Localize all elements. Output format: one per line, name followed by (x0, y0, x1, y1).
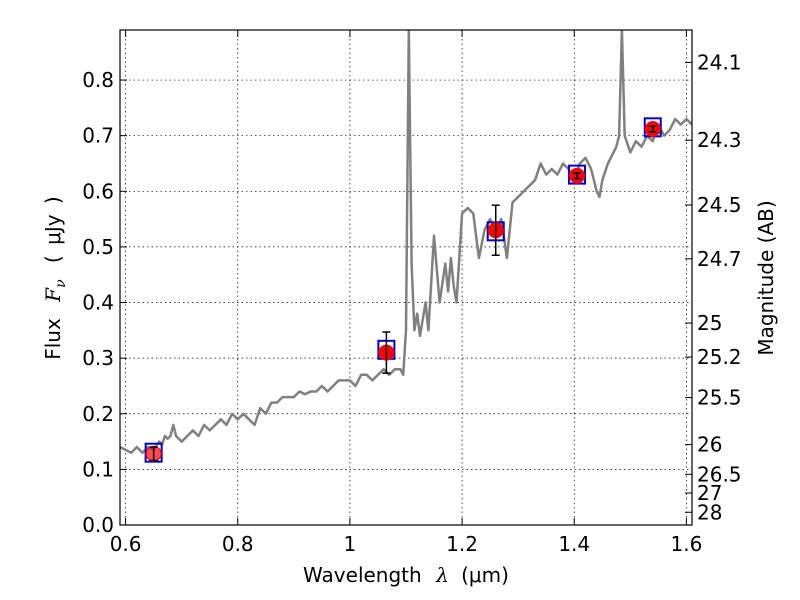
x-axis-title: Wavelength λ (μm) (303, 563, 509, 587)
x-tick-label: 1.2 (446, 532, 478, 556)
y2-tick-label: 26 (697, 433, 722, 457)
y-tick-label: 0.3 (82, 346, 114, 370)
model-spectrum-line (120, 30, 692, 454)
y2-tick-label: 24.3 (697, 128, 742, 152)
observed-photometry-point (378, 331, 395, 374)
y2-tick-label: 24.7 (697, 247, 742, 271)
plot-frame (119, 29, 693, 526)
photometry-layer (144, 117, 662, 463)
x-tick-label: 1 (344, 532, 357, 556)
x-tick-label: 0.6 (110, 532, 142, 556)
y2-tick-label: 28 (697, 500, 722, 524)
y2-tick-label: 27 (697, 481, 722, 505)
y-tick-label: 0.7 (82, 124, 114, 148)
observed-photometry-point (569, 167, 586, 184)
x-tick-label: 0.8 (222, 532, 254, 556)
y2-tick-label: 24.5 (697, 193, 742, 217)
x-tick-label: 1.6 (670, 532, 702, 556)
observed-photometry-point (145, 445, 162, 462)
model-spectrum-layer (120, 30, 692, 454)
y2-tick-label: 26.5 (697, 462, 742, 486)
y-tick-label: 0.6 (82, 179, 114, 203)
y-tick-label: 0.5 (82, 235, 114, 259)
observed-photometry-point (487, 204, 504, 257)
y-axis-title: Flux Fν ( μJy ) (41, 196, 70, 360)
axis-ticks: 0.6 0.8 1 1.2 1.4 1.6 0.0 0.1 0.2 0.3 0.4 0.5 0.6 0.7… (82, 30, 742, 556)
y-tick-label: 0.0 (82, 513, 114, 537)
observed-photometry-point (644, 121, 661, 137)
y2-tick-label: 25.5 (697, 386, 742, 410)
y-tick-label: 0.4 (82, 291, 114, 315)
y-tick-label: 0.1 (82, 457, 114, 481)
y-tick-label: 0.2 (82, 402, 114, 426)
y2-tick-label: 25 (697, 311, 722, 335)
y2-tick-label: 25.2 (697, 345, 742, 369)
y2-tick-label: 24.1 (697, 50, 742, 74)
y-tick-label: 0.8 (82, 68, 114, 92)
y2-axis-title: Magnitude (AB) (754, 200, 778, 355)
x-tick-label: 1.4 (558, 532, 590, 556)
